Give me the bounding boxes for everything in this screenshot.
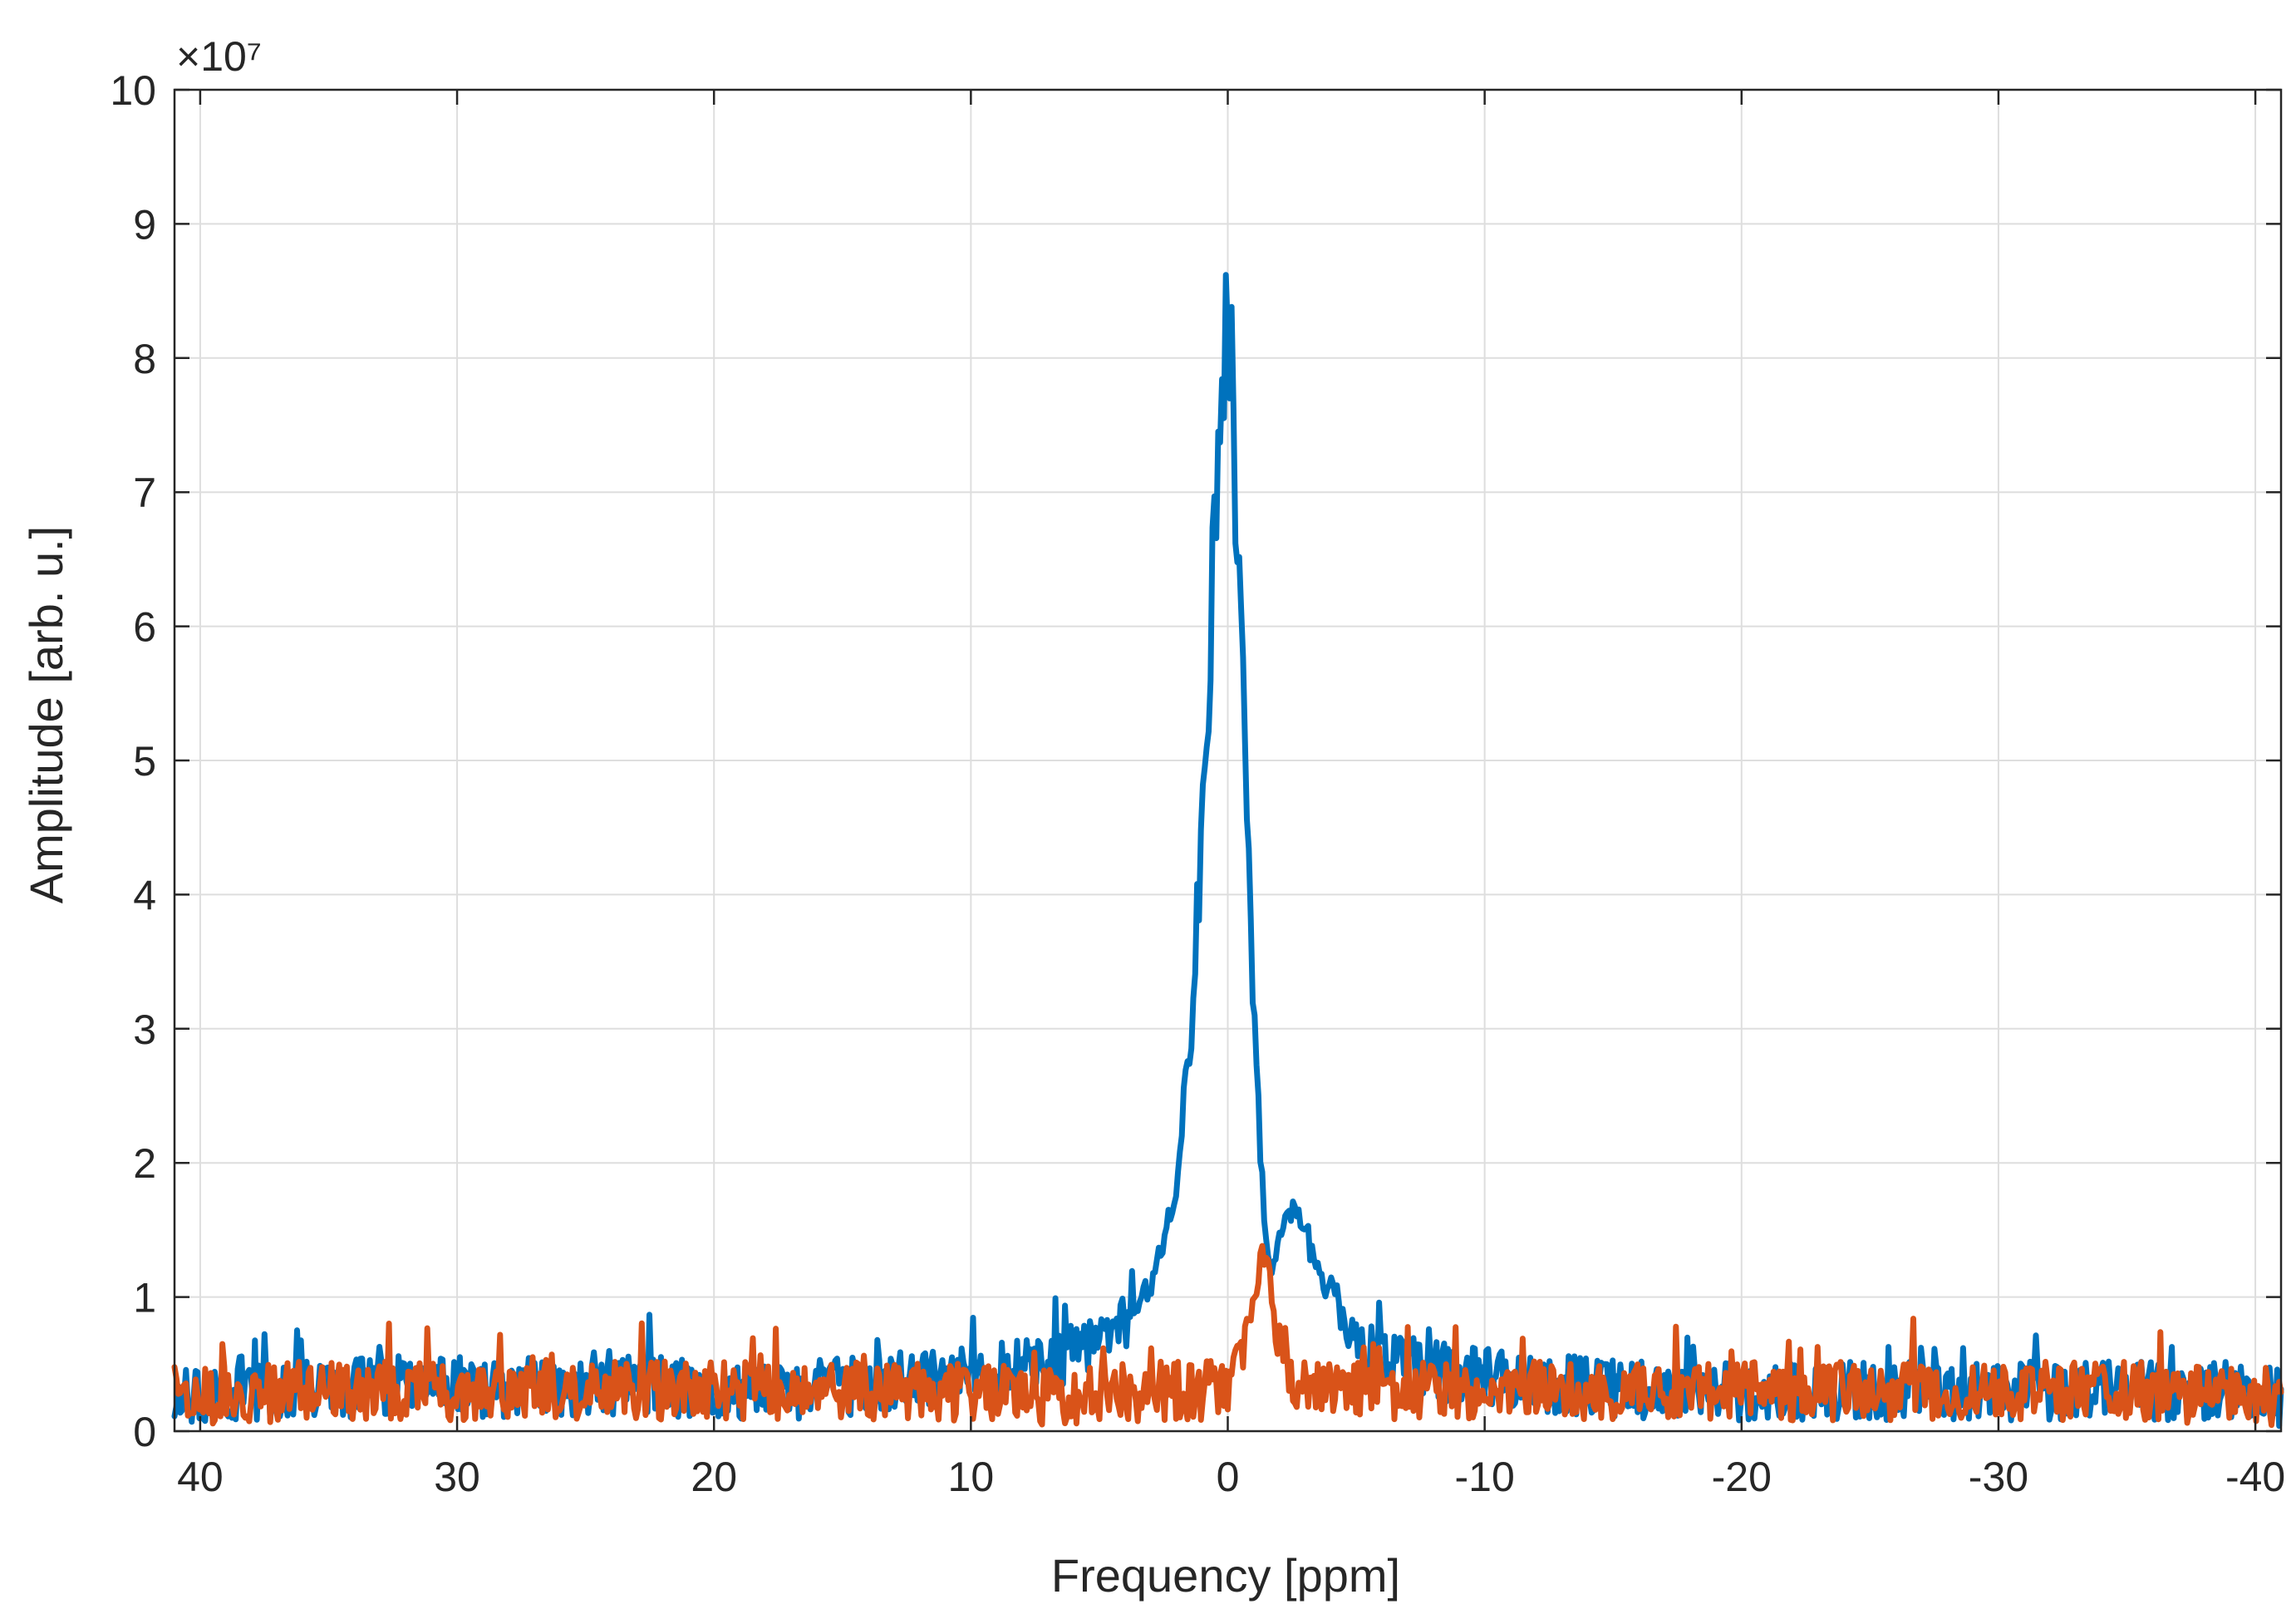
x-tick-label: 40 (177, 1454, 224, 1500)
y-tick-label: 3 (133, 1006, 156, 1053)
x-tick-label: 0 (1217, 1454, 1240, 1500)
y-tick-label: 2 (133, 1140, 156, 1187)
y-axis-title: Amplitude [arb. u.] (20, 526, 72, 903)
x-tick-label: -20 (1712, 1454, 1772, 1500)
x-axis-ticks: 40 30 20 10 0 -10 -20 -30 -40 (177, 90, 2285, 1500)
y-tick-label: 6 (133, 604, 156, 651)
series-line-2 (171, 1243, 2284, 1429)
y-tick-label: 0 (133, 1409, 156, 1455)
x-tick-label: -40 (2225, 1454, 2285, 1500)
y-axis-ticks: 0 1 2 3 4 5 6 7 8 9 10 (110, 67, 2281, 1455)
y-tick-label: 5 (133, 738, 156, 785)
x-tick-label: 20 (691, 1454, 737, 1500)
y-exponent-label: ×10⁷ (176, 33, 262, 80)
x-tick-label: -10 (1455, 1454, 1515, 1500)
y-tick-label: 8 (133, 336, 156, 382)
x-tick-label: 10 (948, 1454, 995, 1500)
x-tick-label: -30 (1969, 1454, 2028, 1500)
y-tick-label: 4 (133, 872, 156, 918)
x-axis-title: Frequency [ppm] (1051, 1549, 1400, 1602)
y-tick-label: 7 (133, 470, 156, 516)
y-tick-label: 10 (110, 67, 156, 114)
y-tick-label: 9 (133, 201, 156, 248)
y-tick-label: 1 (133, 1275, 156, 1321)
x-tick-label: 30 (434, 1454, 480, 1500)
series-layer (171, 272, 2284, 1430)
